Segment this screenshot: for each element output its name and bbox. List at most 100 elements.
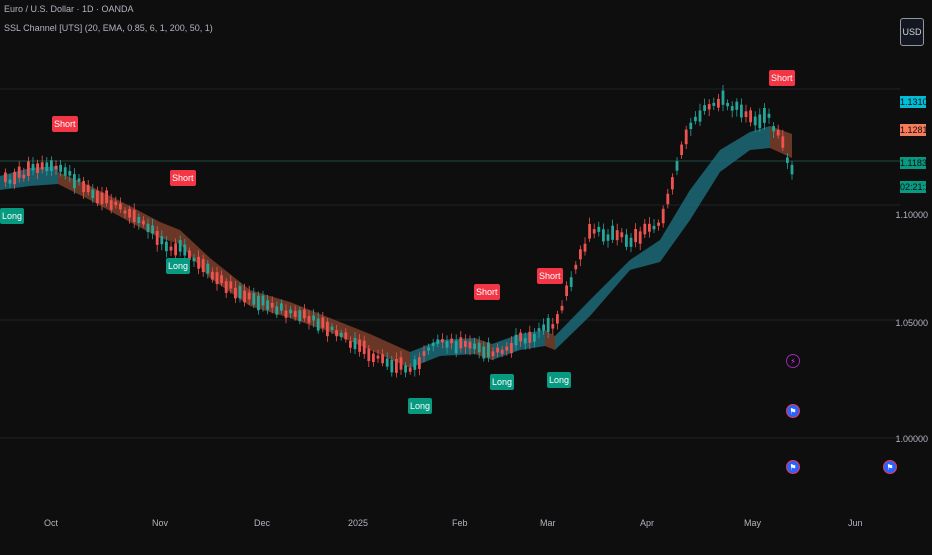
candle-body	[344, 332, 348, 340]
candle-body	[211, 271, 214, 280]
candle-body	[551, 324, 555, 329]
candle-body	[142, 220, 145, 225]
candle-body	[91, 189, 95, 199]
candle-body	[114, 201, 118, 206]
candle-body	[689, 122, 693, 130]
price-tag: 1.13105	[900, 96, 932, 108]
candle-body	[165, 241, 168, 252]
candle-body	[27, 161, 30, 176]
candle-body	[744, 111, 748, 118]
indicator-title[interactable]: SSL Channel [UTS] (20, EMA, 0.85, 6, 1, …	[4, 23, 213, 33]
candle-body	[275, 306, 279, 315]
candle-body	[229, 281, 233, 289]
flag-icon[interactable]: ⚑	[883, 460, 897, 474]
signal-long[interactable]: Long	[547, 372, 572, 388]
candle-body	[238, 285, 242, 299]
candle-body	[326, 321, 329, 337]
candle-body	[606, 234, 610, 241]
signal-short[interactable]: Short	[769, 70, 795, 86]
candle-body	[680, 144, 683, 156]
candle-body	[707, 104, 711, 110]
time-axis-label: Dec	[254, 518, 271, 528]
flag-icon[interactable]: ⚑	[786, 404, 800, 418]
candle-body	[59, 164, 62, 172]
candle-body	[450, 338, 453, 344]
candle-body	[197, 256, 200, 269]
candle-body	[376, 355, 380, 359]
signal-long[interactable]: Long	[490, 374, 515, 390]
price-tag: 02:21:22	[900, 181, 932, 193]
candle-body	[77, 178, 81, 182]
time-axis-label: Jun	[848, 518, 863, 528]
lightning-icon[interactable]: ⚡	[786, 354, 800, 368]
candle-body	[82, 180, 85, 193]
candle-body	[579, 249, 582, 260]
candle-body	[132, 210, 136, 222]
candle-body	[188, 250, 191, 260]
signal-long[interactable]: Long	[0, 208, 25, 224]
candle-body	[252, 293, 256, 305]
candle-body	[726, 102, 729, 107]
candle-body	[261, 295, 265, 306]
candle-body	[54, 165, 58, 170]
candle-body	[753, 116, 757, 126]
candle-body	[712, 102, 716, 106]
candle-body	[353, 338, 357, 350]
time-axis-label: Apr	[640, 518, 655, 528]
candle-body	[137, 216, 141, 224]
candle-body	[459, 337, 463, 349]
candle-body	[234, 287, 237, 299]
signal-short[interactable]: Short	[170, 170, 196, 186]
signal-short[interactable]: Short	[52, 116, 78, 132]
candle-body	[537, 328, 541, 332]
candle-body	[243, 290, 246, 303]
candle-body	[496, 347, 499, 353]
candle-body	[441, 339, 444, 343]
candle-body	[339, 332, 343, 337]
candle-body	[473, 343, 476, 350]
candle-body	[781, 136, 785, 148]
candle-body	[247, 292, 251, 300]
candle-body	[270, 302, 274, 308]
candle-body	[335, 330, 338, 337]
candle-body	[772, 126, 775, 132]
signal-short[interactable]: Short	[474, 284, 500, 300]
ssl-channel-bull-3	[555, 126, 770, 350]
currency-button[interactable]: USD	[900, 18, 924, 46]
candle-body	[588, 223, 591, 239]
candle-body	[31, 164, 35, 171]
candle-body	[123, 210, 127, 214]
candle-body	[303, 309, 306, 319]
candle-body	[523, 338, 527, 344]
candle-body	[73, 174, 76, 189]
candle-body	[178, 239, 182, 252]
candle-body	[730, 106, 734, 111]
signal-long[interactable]: Long	[408, 398, 433, 414]
candle-body	[422, 351, 426, 356]
candle-body	[698, 110, 702, 122]
candle-body	[63, 167, 67, 176]
ssl-channel-bear-3	[545, 330, 555, 350]
candles	[4, 85, 794, 378]
candle-body	[22, 174, 26, 179]
candle-body	[192, 257, 196, 262]
candle-body	[445, 341, 449, 348]
candle-body	[201, 259, 205, 273]
symbol-title[interactable]: Euro / U.S. Dollar · 1D · OANDA	[4, 4, 134, 14]
flag-icon[interactable]: ⚑	[786, 460, 800, 474]
candle-body	[408, 367, 412, 372]
candle-body	[367, 348, 371, 362]
candle-body	[560, 305, 564, 311]
candle-body	[482, 346, 486, 359]
candle-body	[542, 324, 545, 331]
candle-body	[721, 90, 725, 105]
candle-body	[40, 162, 44, 170]
candle-body	[109, 200, 113, 210]
signal-short[interactable]: Short	[537, 268, 563, 284]
candle-body	[206, 263, 210, 274]
signal-long[interactable]: Long	[166, 258, 191, 274]
price-tag: 1.11834	[900, 157, 932, 169]
candle-body	[519, 332, 522, 342]
